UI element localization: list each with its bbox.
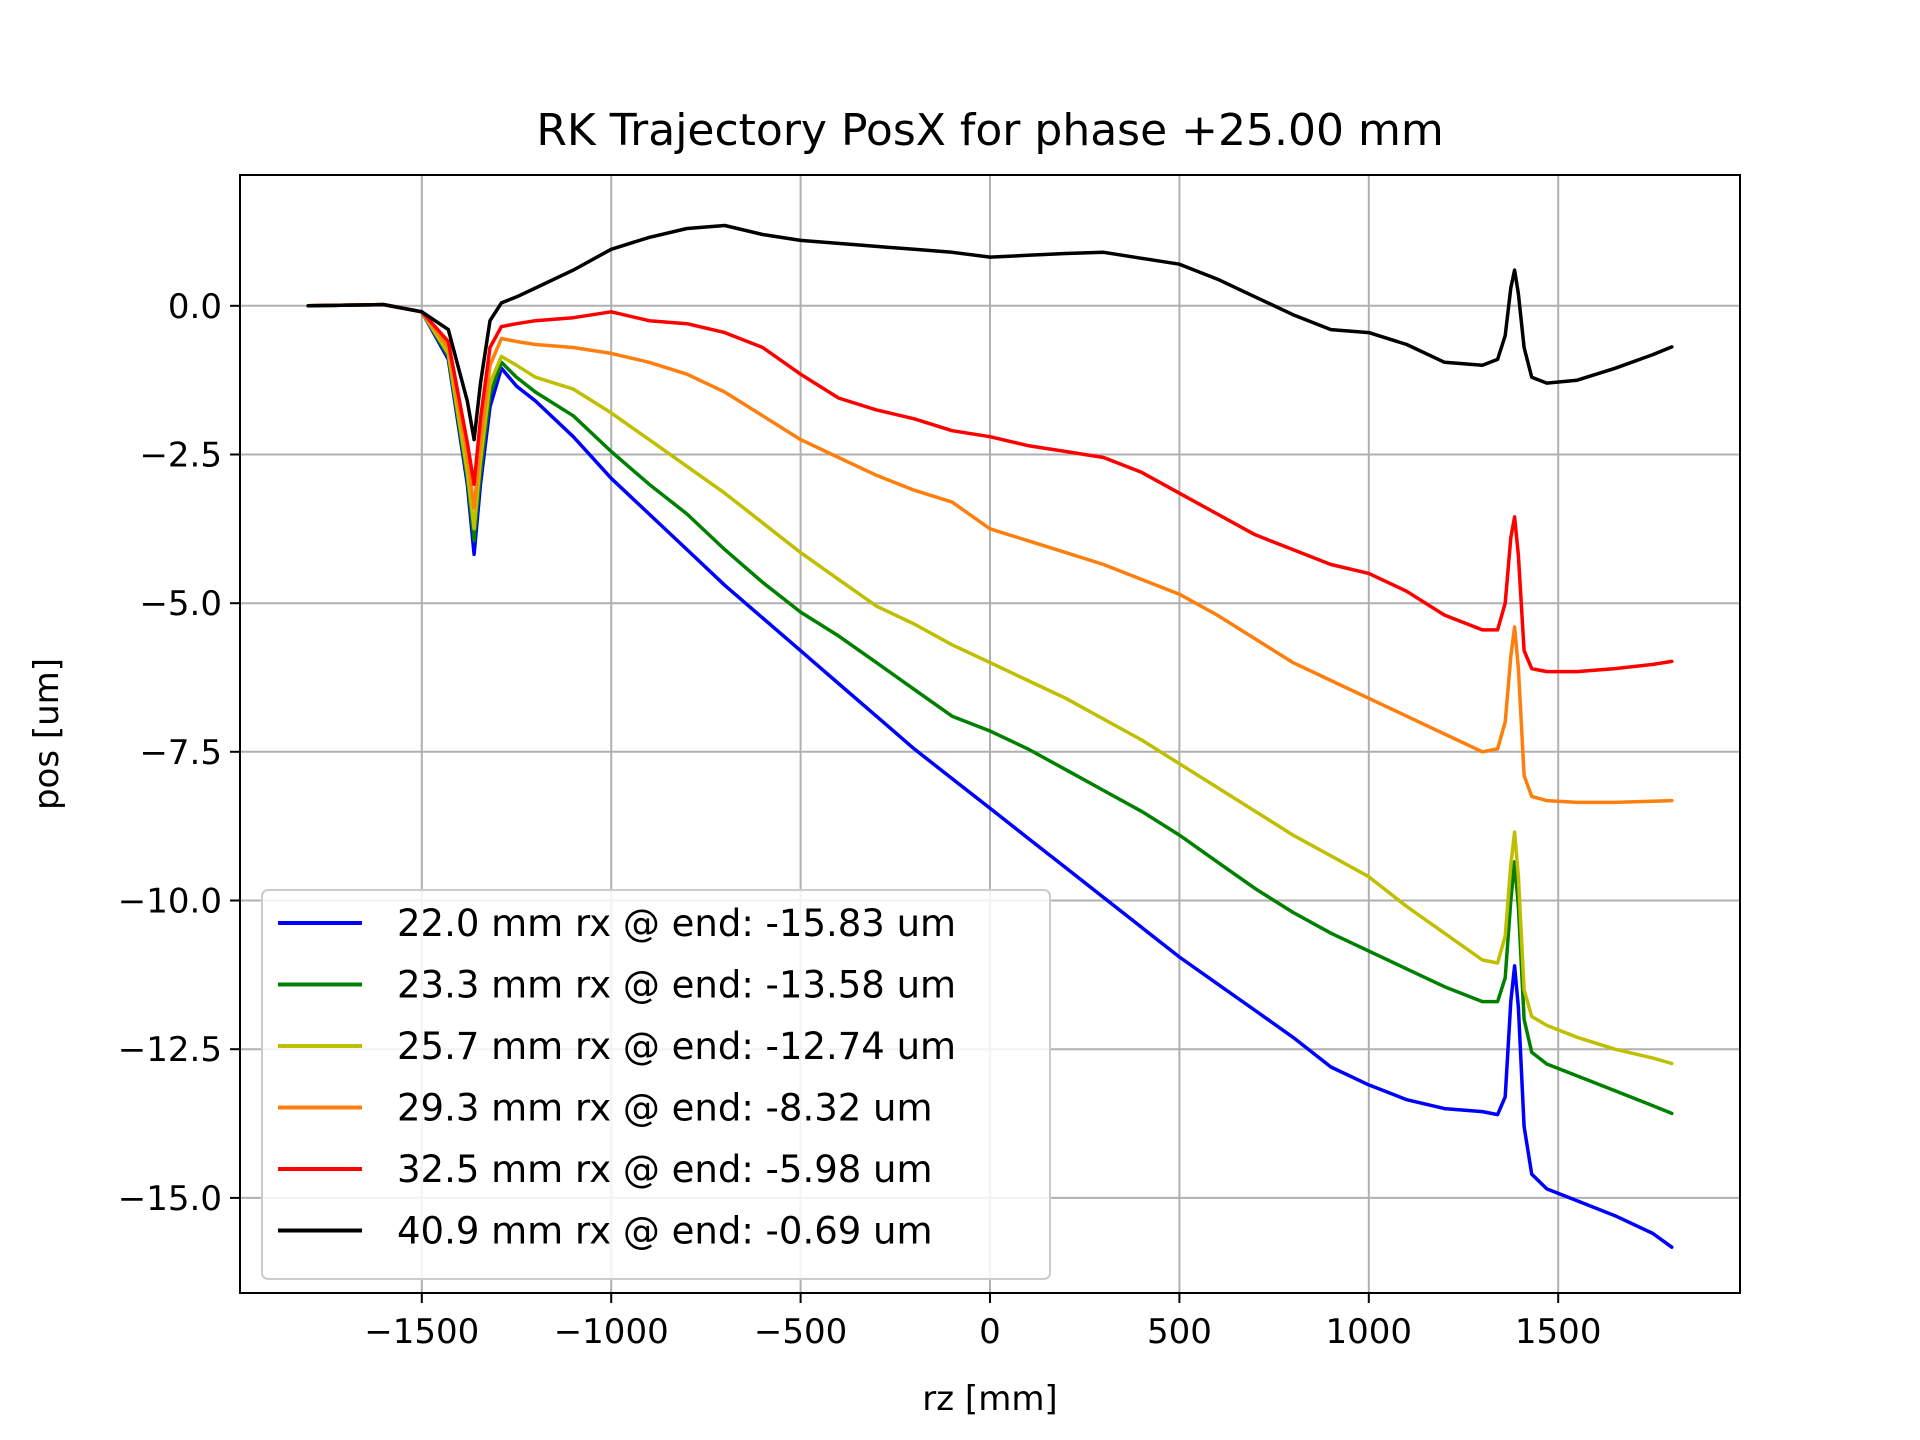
y-tick-label: −12.5 [118, 1030, 222, 1070]
plot-series [306, 223, 1674, 1249]
series-line-1 [306, 302, 1674, 1116]
legend-label-3: 29.3 mm rx @ end: -8.32 um [397, 1087, 933, 1130]
x-tick-label: −500 [754, 1312, 847, 1352]
legend-box [261, 889, 1051, 1280]
legend-label-0: 22.0 mm rx @ end: -15.83 um [397, 902, 956, 945]
x-tick-label: −1000 [554, 1312, 669, 1352]
series-line-4 [306, 302, 1674, 674]
x-tick-label: 1000 [1326, 1312, 1413, 1352]
y-axis-label: pos [um] [27, 658, 67, 810]
y-tick-label: −2.5 [139, 436, 222, 476]
legend-label-2: 25.7 mm rx @ end: -12.74 um [397, 1025, 956, 1068]
x-tick-label: −1500 [364, 1312, 479, 1352]
series-line-2 [306, 302, 1674, 1066]
legend-label-4: 32.5 mm rx @ end: -5.98 um [397, 1148, 933, 1191]
series-line-3 [306, 302, 1674, 805]
x-axis-label: rz [mm] [922, 1379, 1057, 1419]
y-tick-label: −10.0 [118, 882, 222, 922]
x-tick-label: 0 [979, 1312, 1001, 1352]
legend-label-1: 23.3 mm rx @ end: -13.58 um [397, 964, 956, 1007]
series-line-5 [306, 223, 1674, 442]
x-tick-label: 500 [1147, 1312, 1212, 1352]
plot-frame [239, 174, 1741, 1294]
y-tick-label: −7.5 [139, 733, 222, 773]
legend-label-5: 40.9 mm rx @ end: -0.69 um [397, 1210, 933, 1253]
x-tick-label: 1500 [1515, 1312, 1602, 1352]
y-tick-label: 0.0 [168, 287, 222, 327]
y-axis-ticks: 0.0 −2.5 −5.0 −7.5 −10.0 −12.5 −15.0 [118, 287, 240, 1219]
legend: 22.0 mm rx @ end: -15.83 um 23.3 mm rx @ … [261, 889, 1051, 1280]
chart-title: RK Trajectory PosX for phase +25.00 mm [536, 105, 1443, 156]
series-line-0 [306, 302, 1674, 1249]
x-axis-ticks: −1500 −1000 −500 0 500 1000 1500 [364, 1293, 1601, 1352]
y-tick-label: −15.0 [118, 1179, 222, 1219]
y-tick-label: −5.0 [139, 584, 222, 624]
